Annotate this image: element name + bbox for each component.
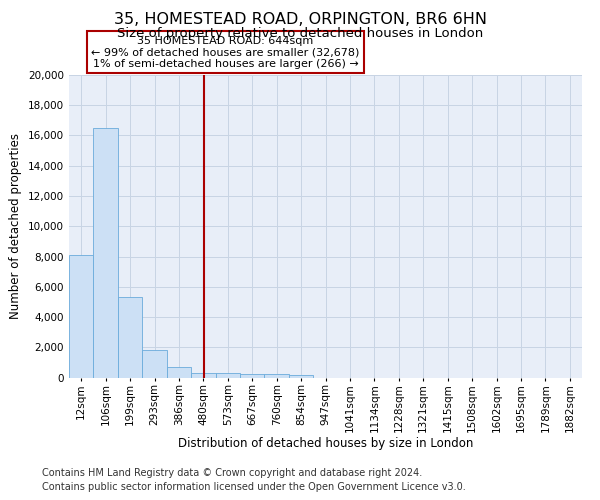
Bar bbox=[69, 255, 94, 378]
Text: Contains public sector information licensed under the Open Government Licence v3: Contains public sector information licen… bbox=[42, 482, 466, 492]
X-axis label: Distribution of detached houses by size in London: Distribution of detached houses by size … bbox=[178, 438, 473, 450]
Bar bbox=[215, 374, 240, 378]
Y-axis label: Number of detached properties: Number of detached properties bbox=[10, 133, 22, 320]
Bar bbox=[167, 367, 191, 378]
Bar bbox=[118, 298, 142, 378]
Bar bbox=[142, 350, 167, 378]
Text: Size of property relative to detached houses in London: Size of property relative to detached ho… bbox=[117, 28, 483, 40]
Text: 35 HOMESTEAD ROAD: 644sqm
← 99% of detached houses are smaller (32,678)
1% of se: 35 HOMESTEAD ROAD: 644sqm ← 99% of detac… bbox=[91, 36, 359, 69]
Bar bbox=[289, 375, 313, 378]
Bar bbox=[265, 374, 289, 378]
Bar bbox=[240, 374, 265, 378]
Text: 35, HOMESTEAD ROAD, ORPINGTON, BR6 6HN: 35, HOMESTEAD ROAD, ORPINGTON, BR6 6HN bbox=[113, 12, 487, 28]
Bar bbox=[191, 372, 215, 378]
Text: Contains HM Land Registry data © Crown copyright and database right 2024.: Contains HM Land Registry data © Crown c… bbox=[42, 468, 422, 477]
Bar bbox=[94, 128, 118, 378]
